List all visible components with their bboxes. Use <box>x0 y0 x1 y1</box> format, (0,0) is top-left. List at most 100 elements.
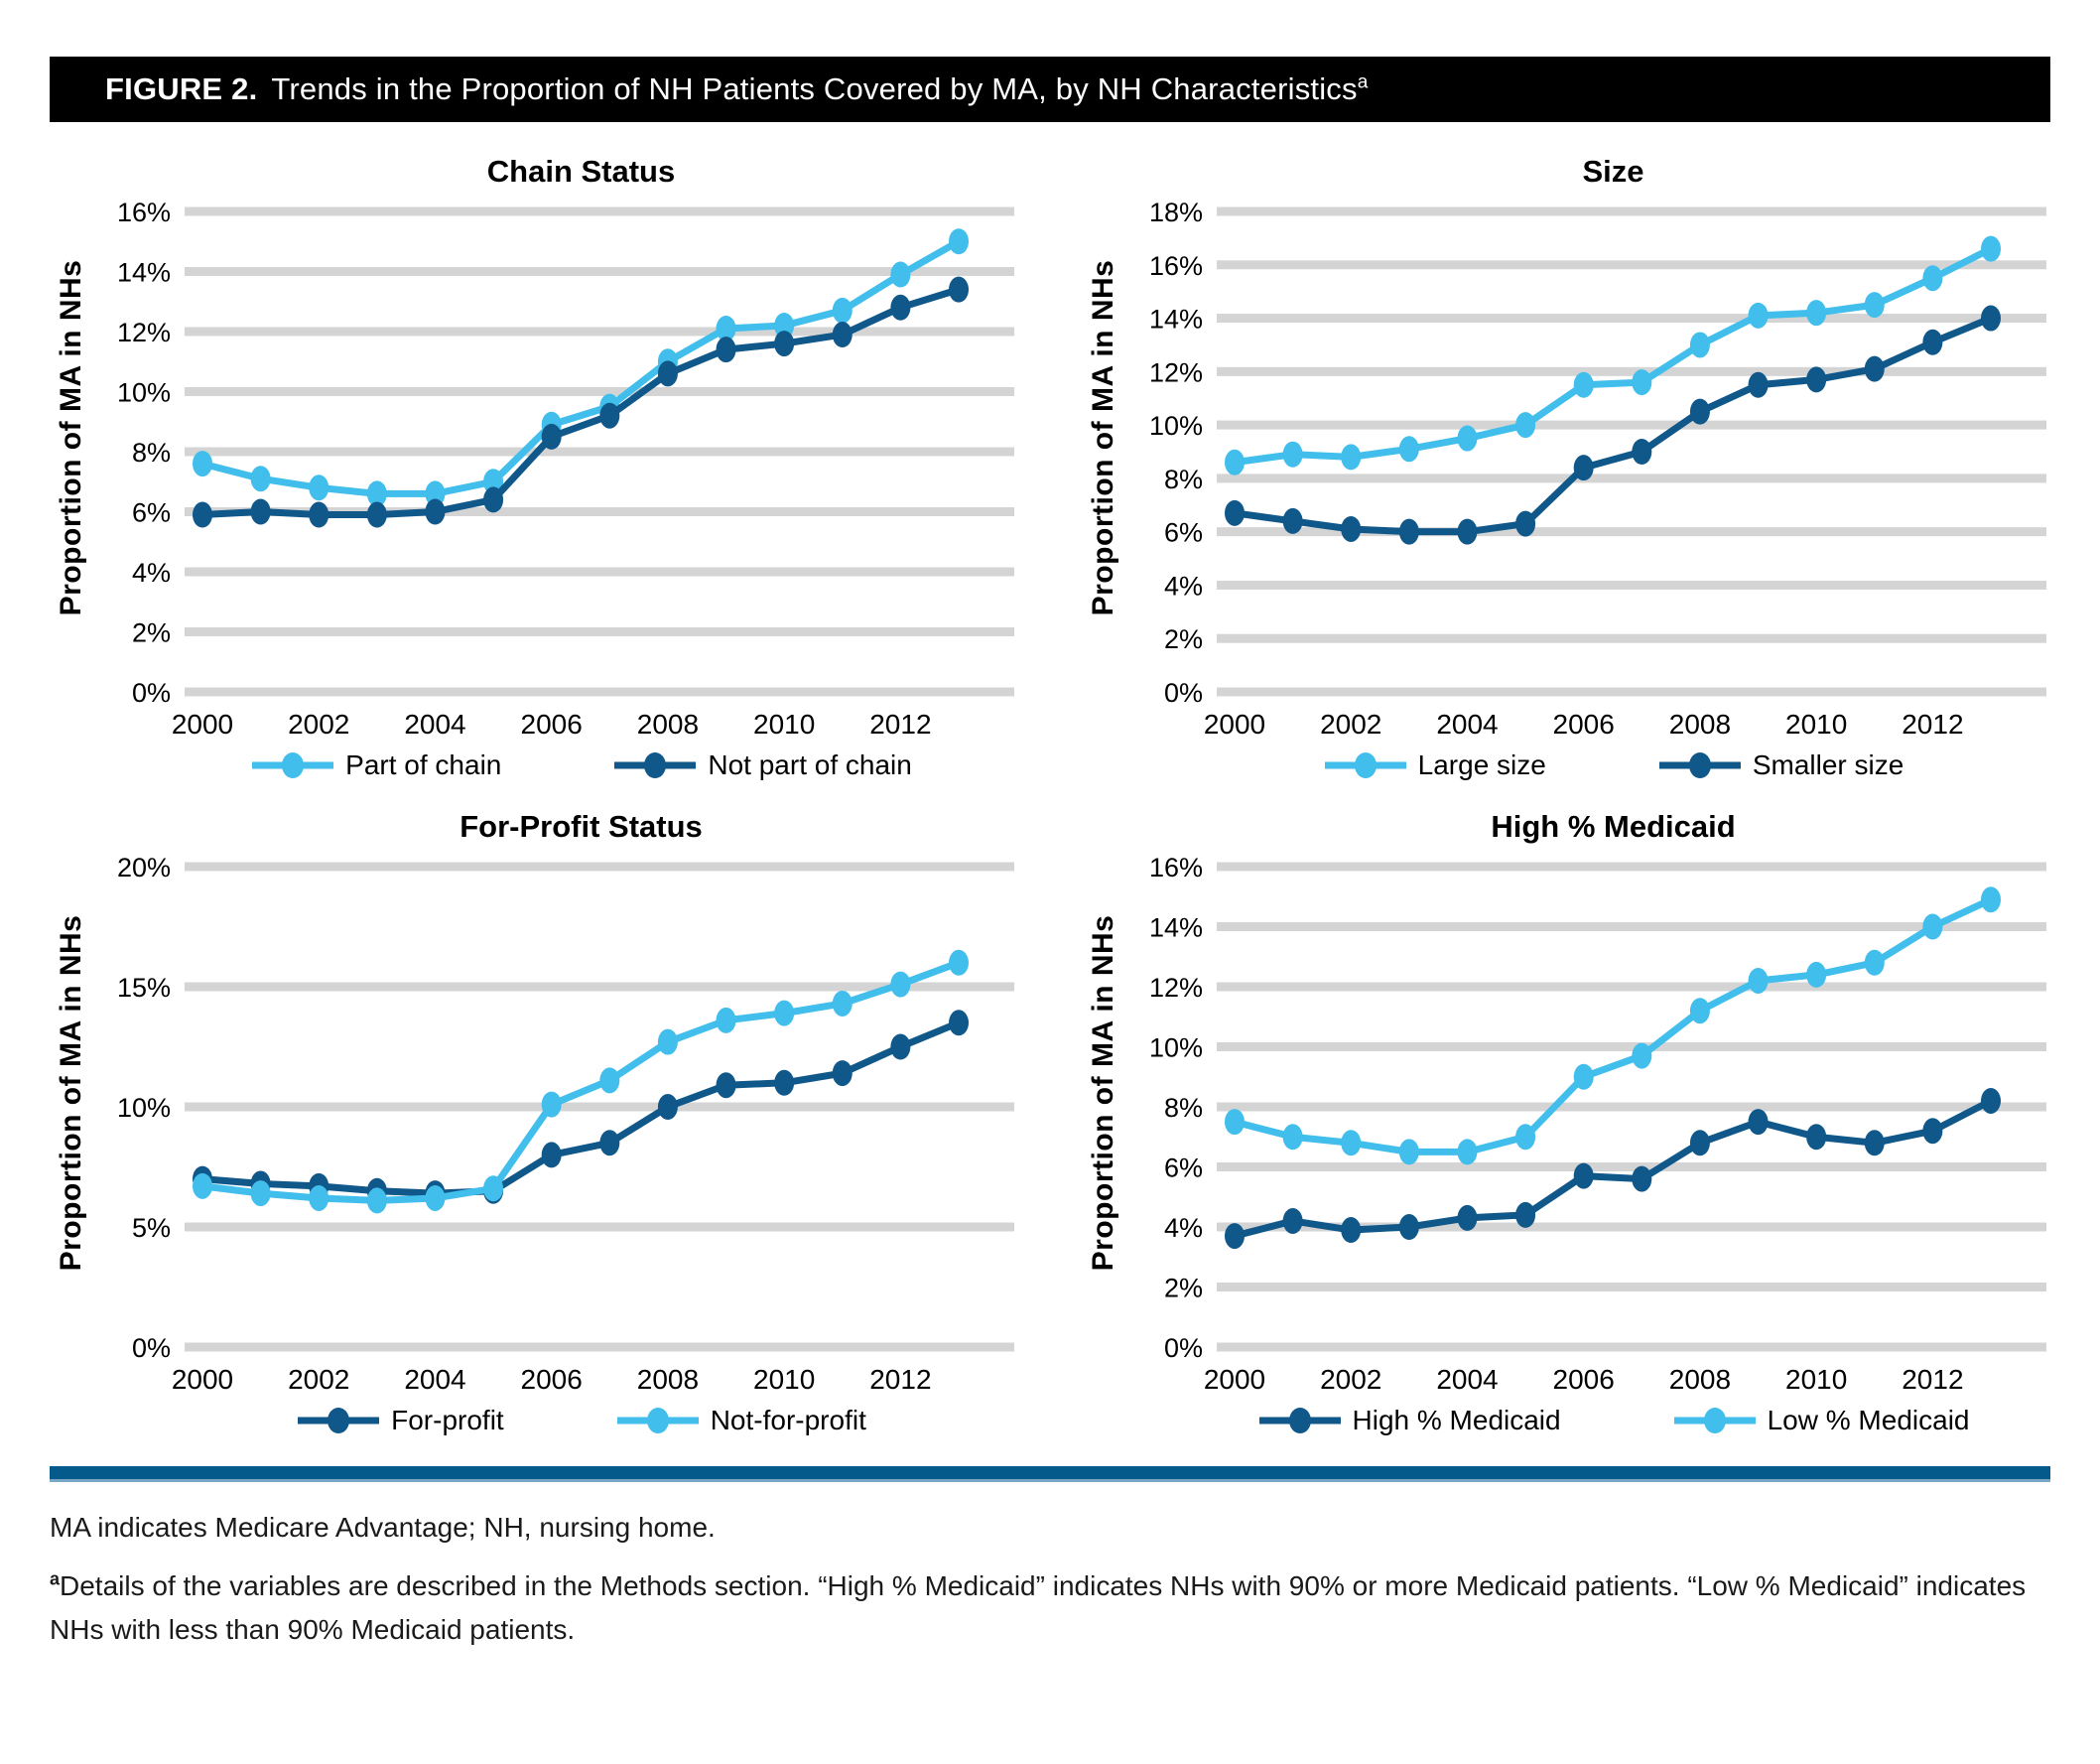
y-axis-label: Proportion of MA in NHs <box>55 260 87 616</box>
x-tick-label: 2010 <box>1785 1364 1847 1395</box>
y-tick-label: 14% <box>1149 913 1203 943</box>
legend: For-profit Not-for-profit <box>46 1405 1022 1436</box>
data-point-part-of-chain-2010 <box>774 312 795 339</box>
data-point-smaller-size-2012 <box>1922 329 1943 355</box>
data-point-large-size-2011 <box>1864 292 1885 319</box>
data-point-high-medicaid-2012 <box>1922 1118 1943 1145</box>
chart-panel-chain-status: Chain Status Proportion of MA in NHs 0% 2… <box>46 146 1022 781</box>
data-point-for-profit-2009 <box>716 1072 736 1099</box>
gridline <box>1217 1222 2046 1232</box>
y-axis-label: Proportion of MA in NHs <box>1087 260 1119 616</box>
x-tick-label: 2004 <box>1436 709 1498 740</box>
data-point-smaller-size-2007 <box>1632 439 1652 465</box>
gridline <box>185 1342 1014 1352</box>
x-tick-label: 2006 <box>1553 1364 1615 1395</box>
y-axis-label: Proportion of MA in NHs <box>1087 915 1119 1272</box>
figure-label: FIGURE 2. <box>105 71 258 106</box>
gridline <box>185 982 1014 992</box>
gridline <box>1217 474 2046 483</box>
data-point-low-medicaid-2011 <box>1864 949 1885 976</box>
gridline <box>185 267 1014 276</box>
x-tick-label: 2008 <box>637 1364 699 1395</box>
data-point-low-medicaid-2013 <box>1981 886 2001 913</box>
y-tick-label: 0% <box>132 1333 171 1363</box>
gridline <box>1217 1342 2046 1352</box>
data-point-not-for-profit-2006 <box>541 1091 562 1118</box>
x-tick-label: 2006 <box>521 1364 583 1395</box>
chart-title: High % Medicaid <box>1491 809 1736 844</box>
data-point-large-size-2001 <box>1282 441 1303 468</box>
data-point-not-part-of-chain-2003 <box>366 501 387 528</box>
y-tick-label: 0% <box>1164 1333 1203 1363</box>
x-tick-label: 2000 <box>1204 709 1265 740</box>
chart-panel-for-profit-status: For-Profit Status Proportion of MA in NH… <box>46 801 1022 1436</box>
x-tick-label: 2000 <box>172 1364 233 1395</box>
data-point-low-medicaid-2001 <box>1282 1124 1303 1151</box>
legend-label: For-profit <box>391 1405 504 1435</box>
data-point-smaller-size-2006 <box>1573 455 1594 481</box>
figure-title-superscript: a <box>1357 71 1369 93</box>
chart-panel-size: Size Proportion of MA in NHs 0% 2% 4% 6% 8% 1… <box>1078 146 2054 781</box>
gridline <box>1217 1042 2046 1051</box>
gridline <box>185 1222 1014 1232</box>
data-point-low-medicaid-2005 <box>1515 1124 1536 1151</box>
x-tick-label: 2002 <box>1320 709 1381 740</box>
data-point-not-for-profit-2010 <box>774 1000 795 1026</box>
data-point-for-profit-2007 <box>599 1130 620 1156</box>
figure-page: { "figure": { "label": "FIGURE 2.", "tit… <box>0 57 2100 1764</box>
data-point-not-for-profit-2011 <box>832 990 853 1017</box>
data-point-large-size-2012 <box>1922 265 1943 292</box>
data-point-part-of-chain-2011 <box>832 297 853 324</box>
data-point-part-of-chain-2012 <box>890 261 911 288</box>
data-point-smaller-size-2002 <box>1341 515 1362 542</box>
legend-item: Not-for-profit <box>615 1405 866 1436</box>
footnote-superscript: a <box>50 1569 61 1590</box>
chart-plot-for-profit-status: 0% 5% 10% 15% 20% 2000 2002 2004 2006 2008 2010 201… <box>117 853 1014 1395</box>
x-tick-label: 2000 <box>172 709 233 740</box>
data-point-high-medicaid-2006 <box>1573 1162 1594 1189</box>
y-tick-label: 0% <box>132 678 171 708</box>
data-point-not-part-of-chain-2006 <box>541 423 562 450</box>
y-tick-label: 6% <box>132 498 171 528</box>
footnote-abbreviations: MA indicates Medicare Advantage; NH, nur… <box>50 1512 716 1543</box>
y-tick-label: 10% <box>117 378 171 408</box>
data-point-smaller-size-2005 <box>1515 510 1536 537</box>
y-tick-label: 12% <box>117 318 171 347</box>
gridline <box>185 507 1014 516</box>
data-point-not-part-of-chain-2009 <box>716 337 736 363</box>
data-point-not-for-profit-2004 <box>425 1184 446 1211</box>
y-tick-label: 16% <box>1149 251 1203 281</box>
data-point-part-of-chain-2001 <box>250 466 271 492</box>
y-tick-label: 6% <box>1164 1153 1203 1183</box>
data-point-not-part-of-chain-2010 <box>774 331 795 357</box>
data-point-smaller-size-2001 <box>1282 507 1303 534</box>
data-point-large-size-2003 <box>1398 436 1419 463</box>
gridline <box>1217 1283 2046 1291</box>
legend-marker-icon <box>1673 1408 1756 1433</box>
data-point-high-medicaid-2011 <box>1864 1130 1885 1156</box>
legend-item: High % Medicaid <box>1257 1405 1561 1436</box>
legend-marker-icon <box>298 1408 380 1433</box>
gridline <box>1217 420 2046 430</box>
y-axis-label-column: Proportion of MA in NHs <box>46 849 97 1405</box>
gridline <box>185 687 1014 697</box>
data-point-smaller-size-2009 <box>1748 371 1769 398</box>
data-point-high-medicaid-2005 <box>1515 1201 1536 1228</box>
y-tick-label: 6% <box>1164 518 1203 548</box>
gridline <box>1217 633 2046 643</box>
y-tick-label: 12% <box>1149 973 1203 1003</box>
data-point-for-profit-2006 <box>541 1142 562 1168</box>
x-tick-label: 2002 <box>288 1364 349 1395</box>
data-point-high-medicaid-2000 <box>1225 1223 1245 1250</box>
y-tick-label: 4% <box>1164 571 1203 601</box>
x-tick-label: 2010 <box>1785 709 1847 740</box>
y-tick-label: 8% <box>1164 465 1203 494</box>
chart-title: Chain Status <box>486 154 676 189</box>
y-tick-label: 2% <box>1164 624 1203 654</box>
data-point-low-medicaid-2003 <box>1398 1139 1419 1165</box>
chart-body-size: Proportion of MA in NHs 0% 2% 4% 6% 8% 10% 12%… <box>1078 194 2054 749</box>
y-tick-label: 8% <box>1164 1093 1203 1123</box>
legend-label: Large size <box>1417 749 1546 780</box>
charts-grid: Chain Status Proportion of MA in NHs 0% 2… <box>0 146 2100 1436</box>
gridline <box>1217 1102 2046 1112</box>
